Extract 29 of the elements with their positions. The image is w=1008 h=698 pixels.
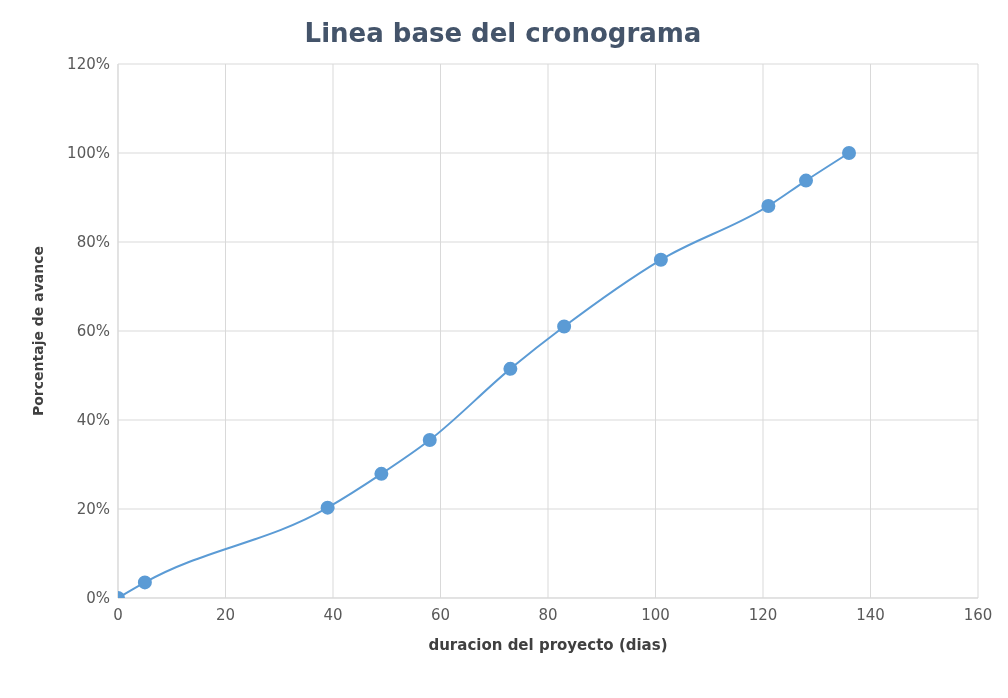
point <box>374 466 389 481</box>
point <box>320 500 335 515</box>
point <box>137 575 152 590</box>
y-tick-label: 100% <box>67 144 110 163</box>
y-tick-label: 20% <box>76 500 110 519</box>
y-tick-label: 0% <box>86 589 110 608</box>
x-tick-label: 160 <box>963 606 993 624</box>
y-tick-label: 60% <box>76 322 110 341</box>
point <box>422 433 437 448</box>
point <box>503 361 518 376</box>
point <box>842 146 856 160</box>
point <box>761 198 776 213</box>
x-tick-label: 140 <box>856 606 885 624</box>
x-tick-label: 80 <box>538 606 558 624</box>
y-tick-label: 40% <box>76 411 110 430</box>
x-tick-label: 60 <box>430 606 451 624</box>
chart-title: Linea base del cronograma <box>303 18 703 48</box>
y-tick-label: 120% <box>67 55 110 74</box>
x-tick-label: 40 <box>323 606 343 624</box>
point <box>653 252 668 267</box>
x-tick-label: 0 <box>113 606 123 624</box>
y-tick-label: 80% <box>76 233 110 252</box>
x-axis-title: duracion del proyecto (dias) <box>428 636 668 654</box>
y-axis-title: Porcentaje de avance <box>29 245 46 417</box>
point <box>799 173 813 188</box>
point <box>557 319 572 334</box>
x-tick-label: 120 <box>748 606 778 624</box>
x-tick-label: 100 <box>641 606 670 624</box>
x-tick-label: 20 <box>215 606 236 624</box>
